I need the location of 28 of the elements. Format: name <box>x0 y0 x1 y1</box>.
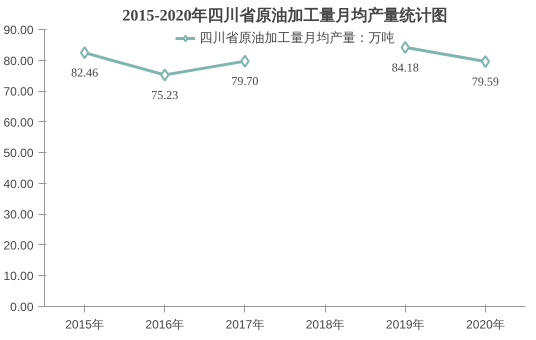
point <box>80 46 90 60</box>
y-tick-label: 50.00 <box>3 146 34 160</box>
x-tick-label: 2016年 <box>145 318 184 332</box>
data-label: 75.23 <box>151 88 178 102</box>
x-tick-label: 2018年 <box>306 318 344 332</box>
data-label: 84.18 <box>392 60 419 74</box>
legend-label: 四川省原油加工量月均产量：万吨 <box>200 29 394 47</box>
point <box>160 68 170 82</box>
data-label: 82.46 <box>71 66 98 80</box>
x-tick-label: 2015年 <box>65 318 104 332</box>
data-label: 79.70 <box>231 74 258 88</box>
y-tick-label: 80.00 <box>3 54 34 68</box>
chart-title: 2015-2020年四川省原油加工量月均产量统计图 <box>122 6 448 24</box>
y-tick-label: 20.00 <box>3 238 34 252</box>
y-tick-label: 90.00 <box>3 23 34 37</box>
y-tick-label: 70.00 <box>3 84 34 99</box>
x-tick-label: 2020年 <box>466 318 505 332</box>
x-tick-label: 2019年 <box>386 318 425 332</box>
y-tick-label: 30.00 <box>3 208 34 222</box>
point <box>240 54 250 68</box>
y-tick-label: 0.00 <box>10 300 34 314</box>
point <box>480 55 490 68</box>
y-tick-label: 40.00 <box>3 176 34 191</box>
x-tick-label: 2017年 <box>226 318 264 332</box>
y-tick-label: 60.00 <box>3 115 34 130</box>
data-label: 79.59 <box>472 74 499 89</box>
y-tick-label: 10.00 <box>3 269 34 284</box>
point <box>400 40 410 54</box>
